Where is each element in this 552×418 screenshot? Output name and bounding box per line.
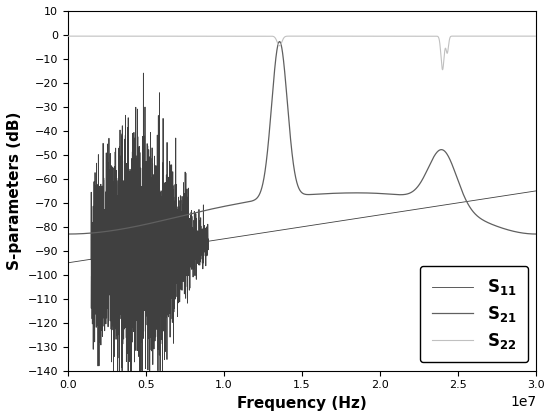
Y-axis label: S-parameters (dB): S-parameters (dB) [7, 112, 22, 270]
X-axis label: Frequency (Hz): Frequency (Hz) [237, 396, 367, 411]
Legend: $\mathbf{S_{11}}$, $\mathbf{S_{21}}$, $\mathbf{S_{22}}$: $\mathbf{S_{11}}$, $\mathbf{S_{21}}$, $\… [420, 266, 528, 362]
